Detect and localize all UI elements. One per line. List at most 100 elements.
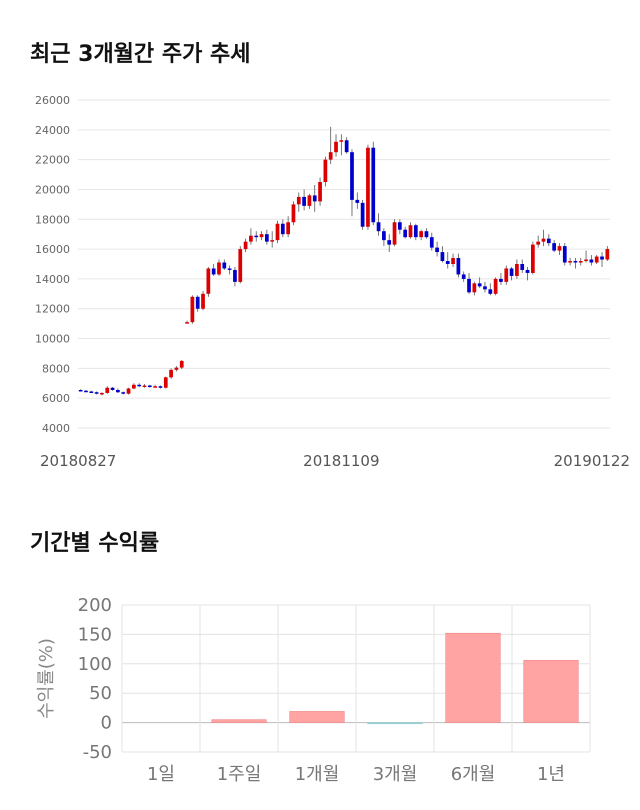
candle-body — [206, 268, 211, 294]
candle-body — [382, 231, 386, 241]
candle-body — [296, 196, 301, 205]
candle-body — [286, 222, 291, 235]
bar-y-tick-label: 50 — [89, 683, 112, 704]
candle-y-tick-label: 8000 — [42, 362, 70, 375]
candle-body — [94, 392, 99, 394]
candle-body — [185, 322, 189, 324]
candle-y-axis: 4000 6000 8000 10000 12000 14000 16000 18000 200… — [35, 94, 70, 435]
candle-body — [589, 259, 594, 263]
candle-body — [397, 222, 402, 230]
bar-x-axis: 1일 1주일 1개월 3개월 6개월 1년 — [147, 764, 565, 785]
candle-body — [264, 234, 269, 242]
return-bar — [445, 632, 501, 723]
candle-body — [137, 384, 142, 387]
candle-body — [376, 222, 381, 232]
candle-body — [546, 238, 551, 244]
bar-category-label: 1개월 — [295, 764, 340, 785]
bar-y-tick-label: 150 — [78, 624, 112, 645]
candle-x-axis: 20180827 20181109 20190122 — [40, 452, 630, 470]
candle-body — [270, 240, 275, 242]
candle-body — [562, 246, 567, 263]
candle-body — [243, 241, 248, 250]
candle-body — [429, 237, 434, 248]
candle-body — [254, 235, 259, 238]
candle-body — [100, 392, 104, 395]
candle-body — [568, 261, 572, 263]
candle-body — [355, 199, 360, 203]
bar-category-label: 1일 — [147, 764, 175, 785]
candle-body — [105, 387, 110, 393]
candle-body — [126, 388, 131, 394]
candle-body — [302, 196, 306, 206]
candle-y-tick-label: 6000 — [42, 392, 70, 405]
candle-y-tick-label: 26000 — [35, 94, 70, 107]
candle-body — [227, 268, 232, 270]
candle-body — [499, 278, 503, 282]
candle-body — [339, 140, 344, 142]
candle-body — [280, 223, 285, 235]
candlestick-chart: 4000 6000 8000 10000 12000 14000 16000 18000 200… — [35, 94, 630, 470]
candle-y-tick-label: 16000 — [35, 243, 70, 256]
candle-body — [371, 147, 376, 223]
candle-y-tick-label: 18000 — [35, 213, 70, 226]
candle-body — [344, 140, 349, 153]
candle-body — [328, 152, 333, 160]
candle-body — [291, 204, 296, 223]
candle-y-tick-label: 10000 — [35, 333, 70, 346]
bar-category-label: 1년 — [537, 764, 565, 785]
bar-series — [211, 632, 579, 725]
candle-body — [312, 195, 317, 202]
candle-body — [158, 386, 163, 388]
bar-y-tick-label: -50 — [83, 742, 112, 763]
candle-body — [238, 249, 243, 282]
candle-body — [163, 377, 168, 388]
candle-body — [488, 289, 493, 294]
candle-body — [110, 387, 115, 390]
candle-series — [78, 126, 610, 396]
candle-body — [360, 202, 365, 227]
bar-grid — [121, 604, 591, 753]
candle-body — [366, 147, 370, 227]
period-returns-title: 기간별 수익률 — [30, 531, 160, 556]
candle-y-tick-label: 20000 — [35, 183, 70, 196]
candle-body — [211, 268, 216, 275]
candle-body — [403, 229, 408, 238]
candle-body — [530, 244, 535, 273]
bar-category-label: 6개월 — [451, 764, 496, 785]
candle-body — [233, 269, 237, 282]
candle-body — [249, 235, 253, 242]
candle-body — [259, 234, 264, 238]
candle-body — [318, 182, 322, 202]
candle-body — [600, 256, 604, 260]
return-bar — [367, 722, 423, 725]
candle-grid — [78, 99, 610, 429]
candle-body — [195, 296, 200, 309]
candle-body — [557, 246, 562, 251]
candle-body — [169, 369, 173, 378]
candle-body — [461, 274, 466, 279]
candle-body — [419, 231, 424, 238]
candle-body — [131, 384, 136, 389]
candle-body — [467, 278, 471, 293]
candle-y-tick-label: 12000 — [35, 303, 70, 316]
candle-body — [413, 225, 418, 238]
candle-body — [116, 389, 120, 393]
bar-category-label: 1주일 — [217, 764, 262, 785]
candle-body — [190, 296, 195, 323]
candle-body — [515, 264, 519, 276]
candle-body — [573, 261, 578, 263]
candle-y-tick-label: 4000 — [42, 422, 70, 435]
candle-date-label: 20181109 — [303, 452, 379, 470]
candle-date-label: 20180827 — [40, 452, 116, 470]
bar-y-tick-label: 100 — [78, 654, 112, 675]
candle-body — [594, 256, 599, 263]
candle-body — [477, 283, 482, 287]
candle-body — [525, 269, 530, 273]
candle-body — [424, 231, 429, 238]
bar-y-tick-label: 200 — [78, 595, 112, 616]
candle-body — [605, 249, 610, 260]
candle-body — [536, 241, 541, 245]
bar-category-label: 3개월 — [373, 764, 418, 785]
candle-body — [493, 278, 498, 294]
